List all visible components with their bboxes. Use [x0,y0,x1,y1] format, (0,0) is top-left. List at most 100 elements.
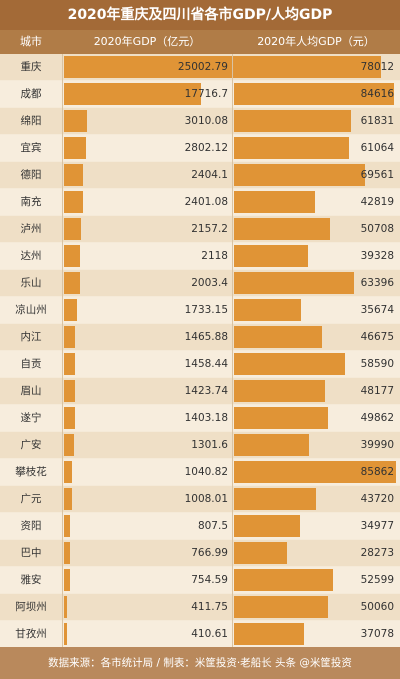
per-capita-bar [234,137,350,159]
city-label: 巴中 [20,547,42,559]
chart-title: 2020年重庆及四川省各市GDP/人均GDP [0,0,400,30]
city-label: 内江 [20,331,42,343]
gdp-value-label: 1040.82 [184,466,228,478]
gdp-value-label: 1465.88 [184,331,228,343]
per-capita-value-label: 85862 [360,466,394,478]
per-capita-value-label: 48177 [360,385,394,397]
gdp-value-label: 1733.15 [184,304,228,316]
gdp-value-label: 3010.08 [184,115,228,127]
per-capita-value-label: 46675 [360,331,394,343]
header-gdp: 2020年GDP（亿元） [93,35,201,48]
gdp-value-label: 17716.7 [184,88,228,100]
city-label: 德阳 [20,169,42,181]
table-row: 乐山 2003.4 63396 [0,270,400,296]
gdp-value-label: 2404.1 [191,169,228,181]
gdp-bar [64,380,76,402]
gdp-bar [64,326,76,348]
city-label: 达州 [20,250,42,262]
per-capita-bar [234,326,323,348]
table-row: 广元 1008.01 43720 [0,486,400,512]
gdp-bar [64,191,83,213]
gdp-bar [64,299,78,321]
gdp-bar [64,542,70,564]
per-capita-bar [234,569,334,591]
gdp-bar [64,110,88,132]
table-row: 绵阳 3010.08 61831 [0,108,400,134]
gdp-bar [64,434,75,456]
per-capita-bar [234,164,366,186]
gdp-bar [64,623,68,645]
table-row: 巴中 766.99 28273 [0,540,400,566]
per-capita-value-label: 61831 [360,115,394,127]
city-label: 广安 [20,439,42,451]
gdp-bar [64,515,71,537]
gdp-bar [64,569,70,591]
per-capita-bar [234,272,354,294]
per-capita-value-label: 28273 [360,547,394,559]
column-divider [232,54,233,647]
gdp-value-label: 1458.44 [184,358,228,370]
table-row: 甘孜州 410.61 37078 [0,621,400,647]
table-row: 阿坝州 411.75 50060 [0,594,400,620]
per-capita-bar [234,542,288,564]
per-capita-bar [234,299,302,321]
gdp-value-label: 1008.01 [184,493,228,505]
gdp-bar [64,353,76,375]
per-capita-bar [234,56,382,78]
city-label: 自贡 [20,358,42,370]
city-label: 广元 [20,493,42,505]
gdp-bar [64,164,83,186]
table-row: 遂宁 1403.18 49862 [0,405,400,431]
city-label: 眉山 [20,385,42,397]
city-label: 乐山 [20,277,42,289]
per-capita-bar [234,515,300,537]
per-capita-value-label: 34977 [360,520,394,532]
table-header: 城市 2020年GDP（亿元） 2020年人均GDP（元） [0,30,400,54]
gdp-value-label: 2802.12 [184,142,228,154]
per-capita-bar [234,83,394,105]
gdp-bar [64,272,80,294]
per-capita-value-label: 58590 [360,358,394,370]
gdp-value-label: 1403.18 [184,412,228,424]
footer-source: 数据来源：各市统计局 / 制表：米筐投资·老船长 头条 @米筐投资 [0,647,400,679]
city-label: 资阳 [20,520,42,532]
gdp-value-label: 410.61 [191,628,228,640]
gdp-value-label: 754.59 [191,574,228,586]
per-capita-value-label: 78012 [360,61,394,73]
per-capita-bar [234,218,330,240]
gdp-bar [64,407,75,429]
city-label: 绵阳 [20,115,42,127]
gdp-value-label: 25002.79 [177,61,228,73]
city-label: 宜宾 [20,142,42,154]
table-row: 泸州 2157.2 50708 [0,216,400,242]
table-row: 眉山 1423.74 48177 [0,378,400,404]
gdp-bar [64,83,202,105]
table-row: 攀枝花 1040.82 85862 [0,459,400,485]
table-row: 雅安 754.59 52599 [0,567,400,593]
city-label: 南充 [20,196,42,208]
city-label: 重庆 [20,61,42,73]
table-row: 资阳 807.5 34977 [0,513,400,539]
per-capita-value-label: 39328 [360,250,394,262]
table-row: 德阳 2404.1 69561 [0,162,400,188]
city-label: 成都 [20,88,42,100]
per-capita-value-label: 52599 [360,574,394,586]
gdp-value-label: 2157.2 [191,223,228,235]
per-capita-bar [234,434,310,456]
gdp-value-label: 2118 [201,250,228,262]
per-capita-bar [234,461,396,483]
per-capita-bar [234,623,304,645]
header-city: 城市 [20,35,42,48]
gdp-bar [64,245,81,267]
table-row: 南充 2401.08 42819 [0,189,400,215]
per-capita-value-label: 50060 [360,601,394,613]
city-label: 雅安 [20,574,42,586]
per-capita-value-label: 39990 [360,439,394,451]
per-capita-value-label: 84616 [360,88,394,100]
city-label: 甘孜州 [15,628,47,640]
city-label: 攀枝花 [15,466,47,478]
city-label: 阿坝州 [15,601,47,613]
per-capita-bar [234,380,325,402]
table-row: 广安 1301.6 39990 [0,432,400,458]
